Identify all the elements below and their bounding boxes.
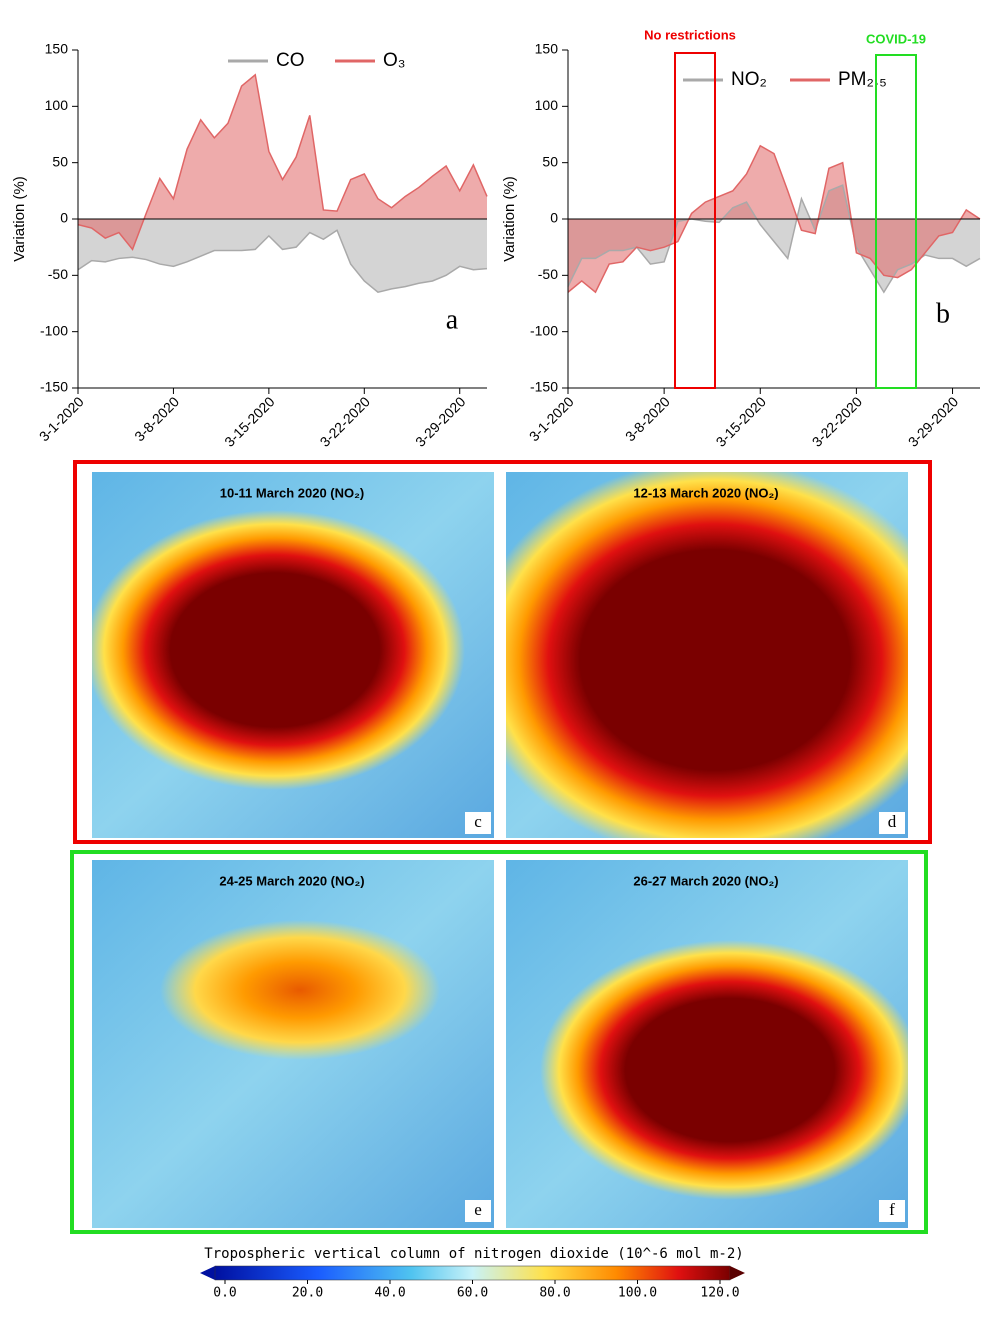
y-tick-label: 150 xyxy=(45,41,69,57)
map-panels xyxy=(70,460,932,1234)
plume xyxy=(540,940,908,1200)
x-tick-label: 3-15-2020 xyxy=(713,393,770,450)
colorbar-tick-label: 0.0 xyxy=(213,1286,236,1301)
plume xyxy=(160,920,440,1060)
y-axis-title: Variation (%) xyxy=(501,176,518,262)
colorbar-tick-label: 80.0 xyxy=(539,1286,570,1301)
chart: -150 -100 -50 0 50 100 150 Variation (%) 3-1-202… xyxy=(11,41,488,450)
map-title: 26-27 March 2020 (NO₂) xyxy=(633,873,778,888)
panel-label: b xyxy=(936,298,950,329)
legend-label: NO₂ xyxy=(731,69,767,90)
map xyxy=(506,860,908,1228)
x-tick-label: 3-22-2020 xyxy=(317,393,374,450)
series-line xyxy=(77,229,488,294)
label-box xyxy=(879,1200,905,1222)
series-line xyxy=(77,73,488,251)
label-box xyxy=(465,812,491,834)
x-tick-label: 3-29-2020 xyxy=(412,393,469,450)
annotation: COVID-19 xyxy=(866,31,926,46)
annotation-box xyxy=(674,52,716,389)
colorbar-bar xyxy=(214,1265,731,1281)
legend-label: O₃ xyxy=(383,50,406,71)
frame xyxy=(73,460,932,844)
x-tick-label: 3-15-2020 xyxy=(221,393,278,450)
annotation-box xyxy=(875,54,917,389)
x-tick-label: 3-8-2020 xyxy=(622,393,673,444)
colorbar: Tropospheric vertical column of nitrogen… xyxy=(200,1246,745,1301)
y-tick-label: 100 xyxy=(45,97,69,113)
annotation: No restrictions xyxy=(644,27,736,42)
area-fill xyxy=(78,74,487,250)
colorbar-tick-label: 40.0 xyxy=(374,1286,405,1301)
label-box xyxy=(879,812,905,834)
colorbar-tick-label: 60.0 xyxy=(457,1286,488,1301)
label-box xyxy=(465,1200,491,1222)
y-tick-label: 0 xyxy=(550,210,558,226)
x-tick-label: 3-22-2020 xyxy=(809,393,866,450)
panel-label: f xyxy=(889,1200,895,1219)
area-fill xyxy=(78,219,487,293)
x-tick-label: 3-1-2020 xyxy=(526,393,577,444)
y-tick-label: -50 xyxy=(538,266,558,282)
panel-label: a xyxy=(446,304,459,335)
y-tick-label: 100 xyxy=(535,97,559,113)
series-line xyxy=(567,144,981,294)
x-tick-label: 3-1-2020 xyxy=(36,393,87,444)
y-tick-label: 0 xyxy=(60,210,68,226)
y-tick-label: -100 xyxy=(40,322,68,338)
map xyxy=(506,472,908,838)
frame xyxy=(70,850,928,1234)
x-tick-label: 3-8-2020 xyxy=(131,393,182,444)
y-tick-label: 150 xyxy=(535,41,559,57)
map xyxy=(92,860,494,1228)
panel-label: d xyxy=(888,812,897,831)
y-tick-label: -100 xyxy=(530,322,558,338)
colorbar-tick-label: 120.0 xyxy=(700,1286,739,1301)
x-tick-label: 3-29-2020 xyxy=(905,393,962,450)
chart: -150 -100 -50 0 50 100 150 Variation (%) 3-1-202… xyxy=(501,27,981,450)
y-tick-label: -150 xyxy=(40,379,68,395)
y-tick-label: -50 xyxy=(48,266,68,282)
panel-label: e xyxy=(474,1200,482,1219)
colorbar-end xyxy=(200,1266,215,1280)
panel-label: c xyxy=(474,812,482,831)
map-labels: 10-11 March 2020 (NO₂) c 12-13 March 2020 … xyxy=(219,485,905,1222)
map xyxy=(92,472,494,838)
y-tick-label: 50 xyxy=(542,153,558,169)
plume xyxy=(92,510,465,790)
colorbar-tick-label: 20.0 xyxy=(292,1286,323,1301)
legend-label: PM₂.₅ xyxy=(838,69,887,90)
colorbar-title: Tropospheric vertical column of nitrogen… xyxy=(204,1246,743,1262)
y-tick-label: 50 xyxy=(52,153,68,169)
legend-label: CO xyxy=(276,50,305,71)
map-title: 24-25 March 2020 (NO₂) xyxy=(219,873,364,888)
map-title: 12-13 March 2020 (NO₂) xyxy=(633,485,778,500)
colorbar-tick-label: 100.0 xyxy=(618,1286,657,1301)
y-axis-title: Variation (%) xyxy=(11,176,28,262)
y-tick-label: -150 xyxy=(530,379,558,395)
colorbar-end xyxy=(730,1266,745,1280)
plume xyxy=(506,472,908,838)
map-title: 10-11 March 2020 (NO₂) xyxy=(220,485,365,500)
